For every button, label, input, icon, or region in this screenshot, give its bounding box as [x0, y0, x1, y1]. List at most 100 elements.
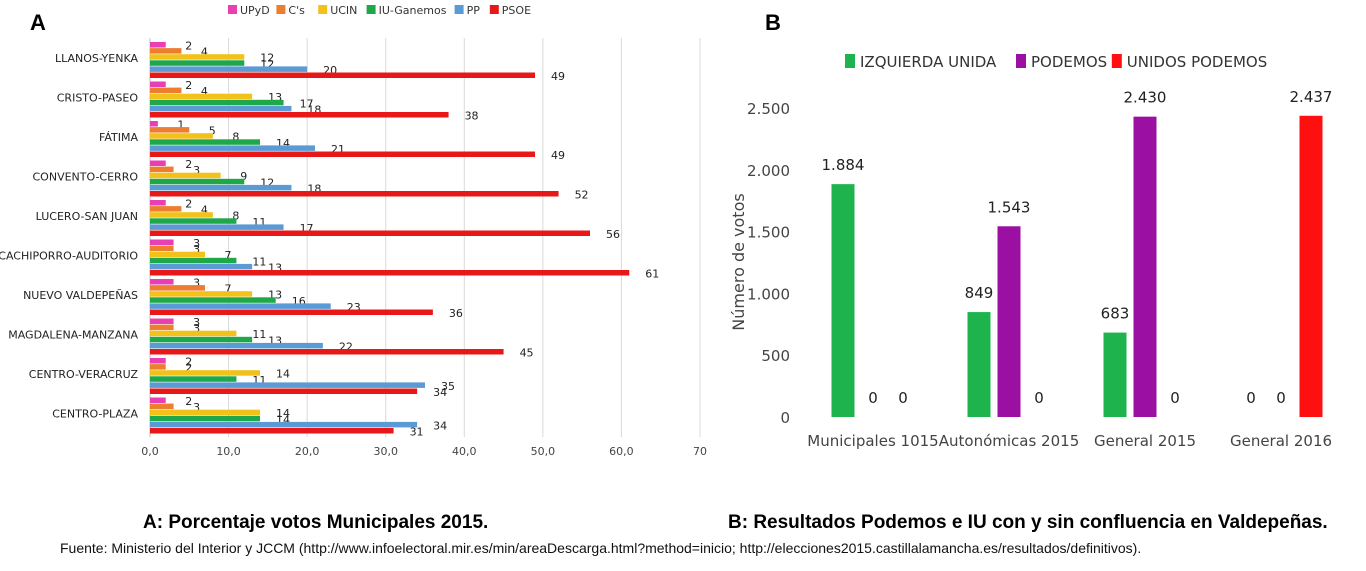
value-label: 9 — [240, 170, 247, 183]
value-label: 17 — [300, 97, 314, 110]
y-tick-label: 1.000 — [747, 285, 790, 303]
category-label-autonomicas-2015: Autonómicas 2015 — [939, 432, 1080, 450]
legend-swatch-iu-ganemos — [366, 5, 376, 14]
value-label: 0 — [868, 389, 878, 407]
bar-psoe-centro-plaza — [150, 428, 394, 434]
x-tick-label: 40,0 — [452, 445, 477, 458]
legend-label-unidos-podemos: UNIDOS PODEMOS — [1127, 53, 1267, 71]
bar-pp-convento-cerro — [150, 184, 292, 191]
value-label: 0 — [1034, 389, 1044, 407]
category-label-cristo-paseo: CRISTO-PASEO — [57, 92, 139, 105]
bar-iu-ganemos-centro-plaza — [150, 415, 260, 422]
value-label: 38 — [465, 110, 479, 123]
value-label: 3 — [193, 322, 200, 335]
bar-iu-ganemos-fatima — [150, 139, 260, 145]
legend-label-c-s: C's — [288, 4, 305, 17]
chart-b: 0 500 1.000 1.500 2.000 2.500 Número de votos I… — [729, 53, 1332, 450]
bar-ucin-lucero-san-juan — [150, 212, 213, 218]
caption-a: A: Porcentaje votos Municipales 2015. — [143, 512, 489, 533]
legend-swatch-upyd — [228, 5, 237, 14]
x-tick-label: 30,0 — [373, 445, 398, 458]
bar-c-s-fatima — [150, 127, 190, 133]
legend-label-iu-ganemos: IU-Ganemos — [379, 4, 447, 17]
value-label: 4 — [201, 85, 208, 98]
bar-upyd-cristo-paseo — [150, 81, 166, 87]
bar-upyd-centro-plaza — [150, 397, 166, 403]
value-label: 2.430 — [1124, 89, 1167, 107]
bar-psoe-llanos-yenka — [150, 72, 535, 78]
y-tick-label: 0 — [780, 409, 790, 427]
value-label: 0 — [898, 389, 908, 407]
value-label: 31 — [410, 426, 424, 439]
value-label: 34 — [433, 419, 447, 432]
bar-pp-cachiporro-auditorio — [150, 263, 253, 270]
bar-ucin-cristo-paseo — [150, 93, 253, 100]
bar-c-s-nuevo-valdepenas — [150, 285, 205, 291]
value-label: 3 — [193, 401, 200, 414]
bar-pp-magdalena-manzana — [150, 342, 323, 349]
value-label: 1.884 — [822, 156, 865, 174]
bar-c-s-lucero-san-juan — [150, 206, 182, 212]
value-label: 3 — [193, 237, 200, 250]
bar-iu-ganemos-nuevo-valdepenas — [150, 297, 276, 303]
category-label-cachiporro-auditorio: CACHIPORRO-AUDITORIO — [0, 250, 138, 263]
value-label: 2.437 — [1290, 88, 1333, 106]
legend-label-izquierda-unida: IZQUIERDA UNIDA — [860, 53, 997, 71]
bar-pp-cristo-paseo — [150, 105, 292, 112]
value-label: 56 — [606, 228, 620, 241]
value-label: 5 — [209, 125, 216, 138]
value-label: 14 — [276, 407, 290, 420]
panel-a-letter: A — [30, 10, 46, 35]
value-label: 36 — [449, 307, 463, 320]
value-label: 2 — [185, 362, 192, 375]
value-label: 0 — [1170, 389, 1180, 407]
value-label: 3 — [193, 164, 200, 177]
bar-c-s-cachiporro-auditorio — [150, 245, 174, 252]
x-tick-label: 0,0 — [141, 445, 159, 458]
bar-psoe-cachiporro-auditorio — [150, 270, 630, 276]
bar-iu-ganemos-centro-veracruz — [150, 376, 237, 382]
bar-psoe-fatima — [150, 151, 535, 157]
value-label: 49 — [551, 149, 565, 162]
value-label: 2 — [185, 356, 192, 369]
bar-iu-ganemos-cachiporro-auditorio — [150, 257, 237, 264]
category-label-general-2016: General 2016 — [1230, 432, 1332, 450]
bar-c-s-cristo-paseo — [150, 87, 182, 94]
bar-c-s-convento-cerro — [150, 166, 174, 173]
legend-swatch-podemos — [1016, 54, 1026, 68]
bar-upyd-lucero-san-juan — [150, 200, 166, 206]
bar-pp-lucero-san-juan — [150, 224, 284, 230]
category-label-convento-cerro: CONVENTO-CERRO — [33, 171, 139, 184]
bar-izquierda-unida-municipales-1015 — [831, 184, 855, 417]
value-label: 2 — [185, 198, 192, 211]
value-label: 45 — [520, 347, 534, 360]
legend-swatch-c-s — [276, 5, 286, 14]
value-label: 2 — [185, 79, 192, 92]
bar-iu-ganemos-magdalena-manzana — [150, 336, 253, 343]
legend-label-upyd: UPyD — [240, 4, 270, 17]
value-label: 49 — [551, 70, 565, 83]
value-label: 683 — [1101, 305, 1130, 323]
legend-label-ucin: UCIN — [330, 4, 357, 17]
category-label-fatima: FÁTIMA — [99, 131, 138, 144]
value-label: 2 — [185, 40, 192, 53]
bar-psoe-cristo-paseo — [150, 112, 449, 118]
category-label-centro-veracruz: CENTRO-VERACRUZ — [29, 368, 139, 381]
bar-c-s-centro-plaza — [150, 403, 174, 410]
y-axis-label: Número de votos — [729, 193, 748, 330]
value-label: 61 — [645, 268, 659, 281]
bar-upyd-convento-cerro — [150, 160, 166, 166]
value-label: 34 — [433, 386, 447, 399]
value-label: 11 — [252, 328, 266, 341]
category-label-lucero-san-juan: LUCERO-SAN JUAN — [36, 210, 138, 223]
value-label: 2 — [185, 158, 192, 171]
bar-ucin-convento-cerro — [150, 172, 221, 179]
value-label: 1 — [177, 119, 184, 132]
value-label: 35 — [441, 380, 455, 393]
panel-b-letter: B — [765, 10, 781, 35]
bar-pp-centro-veracruz — [150, 382, 425, 388]
x-tick-label: 70 — [693, 445, 707, 458]
value-label: 2 — [185, 395, 192, 408]
bar-psoe-nuevo-valdepenas — [150, 309, 433, 315]
